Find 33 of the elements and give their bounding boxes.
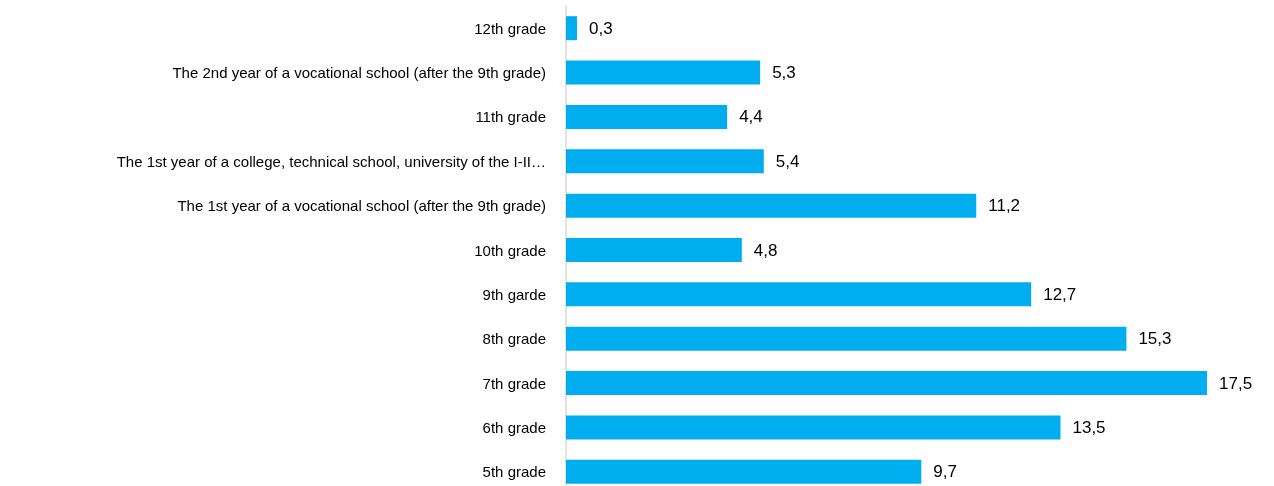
bar — [566, 193, 977, 218]
bar — [566, 238, 742, 262]
y-tick-label: 6th grade — [482, 418, 546, 436]
data-label: 4,8 — [753, 240, 778, 260]
data-label: 0,3 — [588, 18, 613, 38]
y-tick-label: 9th garde — [482, 285, 546, 303]
bar — [566, 60, 761, 85]
y-tick-label: The 1st year of a vocational school (after the 9th grade) — [177, 197, 546, 215]
y-tick-label: 5th grade — [482, 463, 546, 481]
bar — [566, 326, 1127, 351]
data-label: 5,3 — [772, 63, 796, 83]
data-label: 15,3 — [1138, 329, 1172, 349]
data-label: 11,2 — [988, 196, 1021, 216]
data-label: 17,5 — [1219, 373, 1253, 393]
data-label: 4,4 — [739, 107, 763, 127]
y-tick-label: 7th grade — [482, 374, 546, 392]
bar — [566, 371, 1207, 396]
data-label: 9,7 — [933, 462, 957, 482]
bar — [566, 459, 922, 484]
bar — [566, 16, 577, 41]
y-tick-label: 8th grade — [482, 330, 546, 348]
y-tick-label: 12th grade — [474, 19, 546, 37]
y-tick-label: 10th grade — [474, 241, 546, 259]
data-label: 12,7 — [1043, 284, 1077, 304]
bar — [566, 415, 1061, 440]
y-tick-label: The 1st year of a college, technical school, university of the I-II… — [116, 152, 546, 170]
data-label: 5,4 — [775, 151, 800, 171]
bar — [566, 282, 1032, 307]
y-tick-label: 11th grade — [475, 108, 546, 126]
y-tick-label: The 2nd year of a vocational school (after the 9th grade) — [172, 64, 546, 82]
data-label: 13,5 — [1072, 417, 1106, 437]
bar — [566, 104, 728, 129]
bar — [566, 149, 764, 174]
